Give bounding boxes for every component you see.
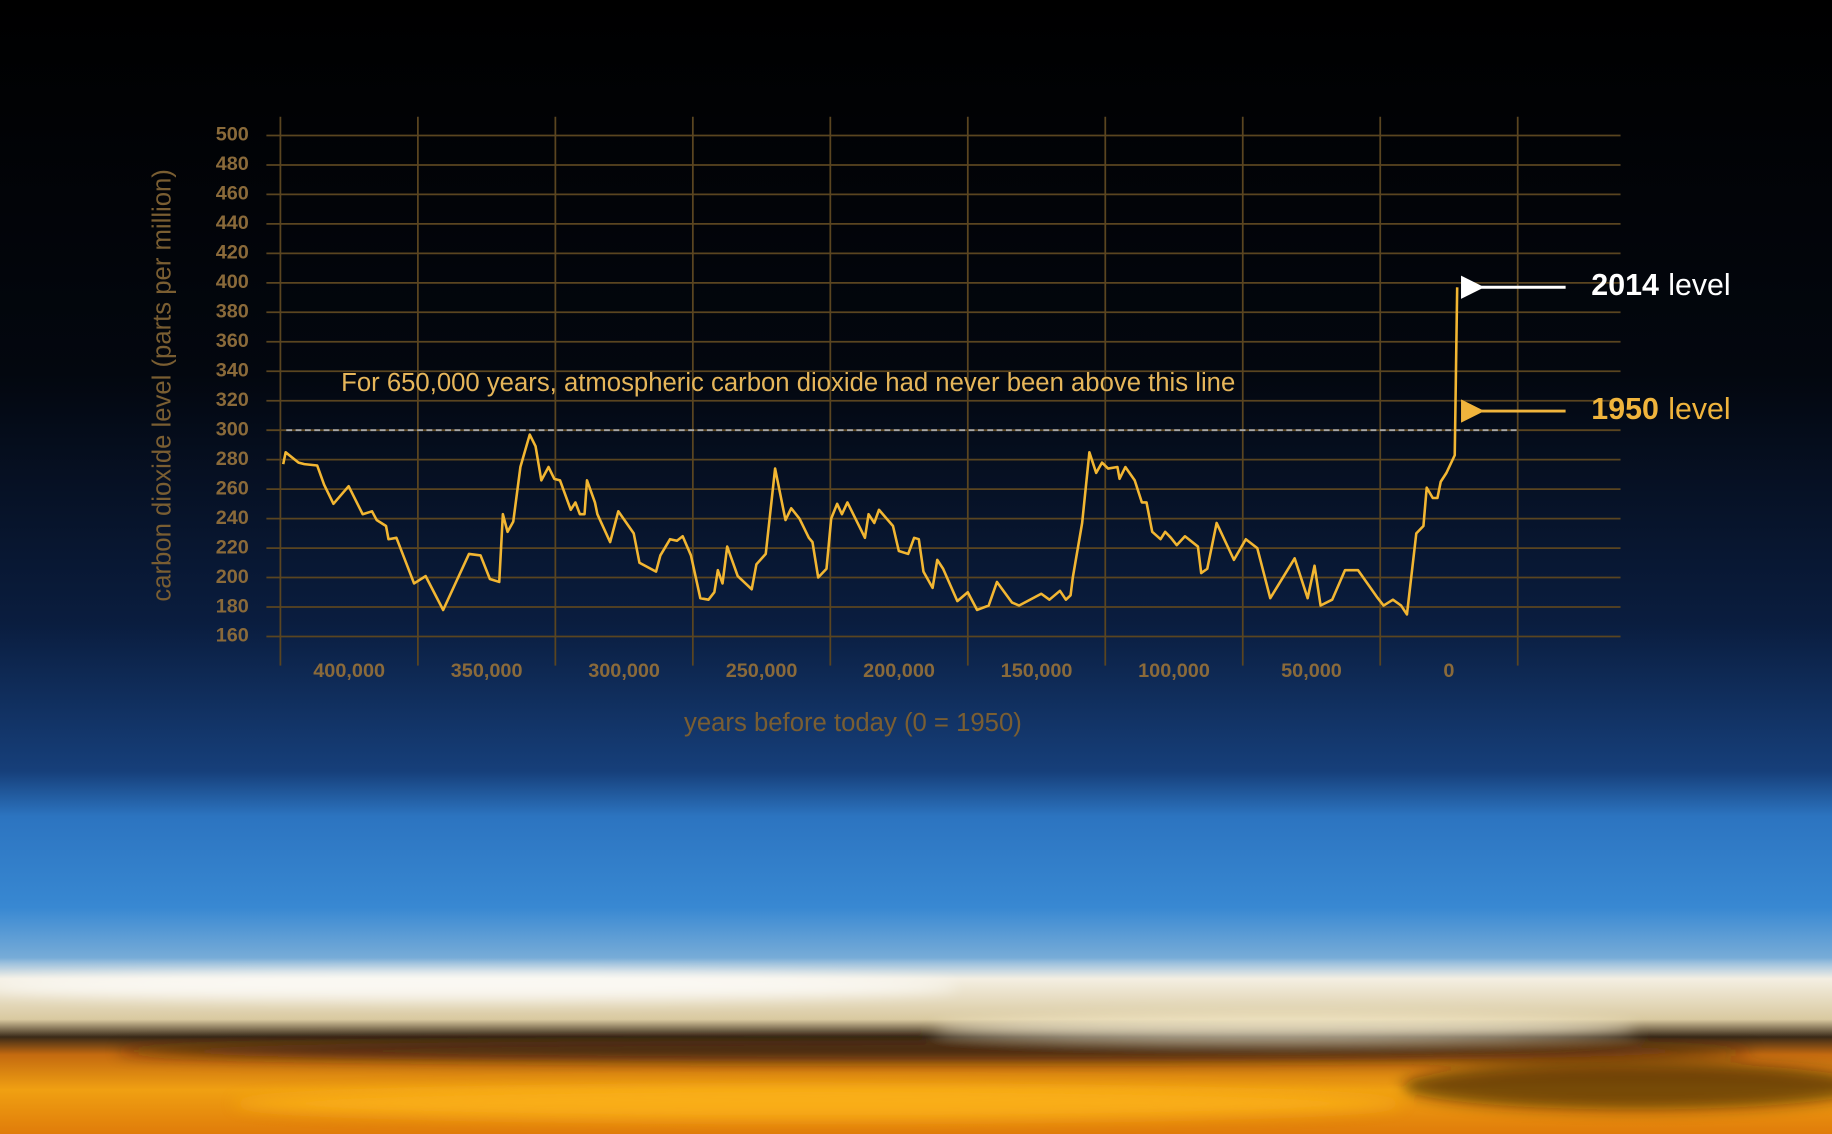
threshold-label: For 650,000 years, atmospheric carbon di… xyxy=(341,369,1235,397)
level-year: 2014 xyxy=(1591,269,1659,302)
x-tick-label: 200,000 xyxy=(863,660,935,682)
y-tick-label: 440 xyxy=(216,212,249,234)
y-tick-label: 160 xyxy=(216,625,249,647)
x-tick-label: 250,000 xyxy=(726,660,798,682)
y-tick-label: 500 xyxy=(216,124,249,146)
y-tick-label: 340 xyxy=(216,359,249,381)
level-label: 2014 level xyxy=(1591,269,1730,302)
x-tick-label: 300,000 xyxy=(588,660,660,682)
y-tick-label: 180 xyxy=(216,595,249,617)
y-tick-label: 320 xyxy=(216,389,249,411)
data-line xyxy=(281,287,1459,616)
clouds xyxy=(0,972,1832,1120)
y-tick-label: 460 xyxy=(216,183,249,205)
y-tick-label: 200 xyxy=(216,566,249,588)
level-year: 1950 xyxy=(1591,393,1659,426)
level-label: 1950 level xyxy=(1591,393,1730,426)
x-tick-label: 50,000 xyxy=(1281,660,1342,682)
y-tick-label: 260 xyxy=(216,477,249,499)
y-tick-label: 380 xyxy=(216,301,249,323)
x-tick-label: 400,000 xyxy=(313,660,385,682)
y-tick-label: 280 xyxy=(216,448,249,470)
y-tick-label: 400 xyxy=(216,271,249,293)
y-tick-label: 420 xyxy=(216,242,249,264)
x-tick-label: 150,000 xyxy=(1001,660,1073,682)
x-tick-label: 350,000 xyxy=(451,660,523,682)
y-tick-label: 480 xyxy=(216,153,249,175)
y-axis-title: carbon dioxide level (parts per million) xyxy=(148,169,176,602)
y-tick-label: 240 xyxy=(216,507,249,529)
y-tick-label: 220 xyxy=(216,536,249,558)
y-tick-label: 360 xyxy=(216,330,249,352)
x-tick-label: 0 xyxy=(1443,660,1454,682)
x-axis-title: years before today (0 = 1950) xyxy=(684,709,1022,737)
y-tick-label: 300 xyxy=(216,418,249,440)
x-tick-label: 100,000 xyxy=(1138,660,1210,682)
level-text: level xyxy=(1668,269,1730,302)
level-text: level xyxy=(1668,393,1730,426)
